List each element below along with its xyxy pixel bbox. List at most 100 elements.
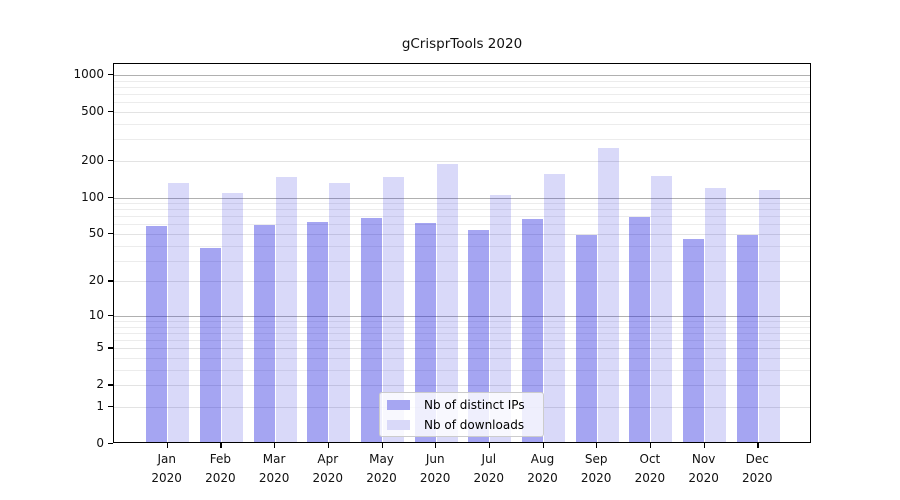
- x-axis-tick: [166, 443, 168, 448]
- bar-distinct-ips-jan: [146, 226, 168, 442]
- gridline: [114, 80, 810, 82]
- y-tick-label: 100: [81, 189, 104, 204]
- x-axis-tick: [435, 443, 437, 448]
- x-tick-label: Aug 2020: [527, 452, 558, 485]
- y-axis-tick: [108, 233, 113, 235]
- x-tick-label: Oct 2020: [634, 452, 666, 485]
- bar-distinct-ips-apr: [307, 222, 329, 442]
- gridline: [114, 86, 810, 88]
- legend-swatch-downloads: [387, 419, 410, 430]
- legend-label-downloads: Nb of downloads: [424, 417, 525, 432]
- y-axis-tick: [108, 280, 113, 282]
- x-tick-label: Nov 2020: [688, 452, 719, 485]
- bar-downloads-jun: [436, 164, 458, 442]
- bar-downloads-aug: [544, 173, 565, 442]
- x-axis-tick: [596, 443, 598, 448]
- chart-title: gCrisprTools 2020: [401, 36, 523, 52]
- gridline: [114, 102, 810, 104]
- gridline: [114, 281, 810, 283]
- bar-distinct-ips-dec: [736, 235, 758, 442]
- y-tick-label: 50: [88, 226, 104, 240]
- gridline: [114, 358, 810, 359]
- y-tick-label: 500: [81, 104, 104, 118]
- y-tick-label: 20: [88, 273, 104, 288]
- legend-swatch-distinct-ips: [387, 399, 410, 410]
- gridline: [114, 260, 810, 262]
- gridline: [114, 224, 810, 226]
- gridline: [114, 348, 810, 350]
- legend-entry-distinct-ips: Nb of distinct IPs: [387, 395, 543, 415]
- legend-entry-downloads: Nb of downloads: [387, 415, 543, 435]
- y-tick-label: 2: [96, 377, 104, 392]
- y-axis-tick: [108, 347, 113, 349]
- x-tick-label: Apr 2020: [312, 452, 344, 485]
- legend: Nb of distinct IPs Nb of downloads: [379, 392, 544, 437]
- gridline: [114, 197, 810, 199]
- bar-distinct-ips-jun: [414, 223, 436, 442]
- x-axis-tick: [274, 443, 276, 448]
- gridline: [114, 123, 810, 125]
- gridline: [114, 112, 810, 113]
- y-axis-tick: [108, 406, 113, 408]
- y-axis-tick: [108, 314, 113, 317]
- y-tick-label: 200: [81, 152, 104, 167]
- bar-downloads-feb: [221, 193, 243, 442]
- x-tick-label: Jul 2020: [473, 452, 505, 485]
- bar-downloads-jan: [168, 183, 190, 442]
- gridline: [114, 326, 810, 328]
- bar-downloads-jul: [490, 194, 512, 442]
- gridline: [114, 75, 810, 76]
- x-axis-tick: [488, 443, 491, 448]
- bar-distinct-ips-sep: [575, 235, 597, 442]
- bar-downloads-may: [383, 176, 404, 442]
- bar-distinct-ips-jul: [468, 229, 490, 442]
- gridline: [114, 216, 810, 218]
- gridline: [114, 315, 810, 317]
- y-tick-label: 1: [96, 399, 104, 413]
- y-tick-label: 1000: [73, 67, 104, 81]
- y-axis-tick: [108, 196, 113, 198]
- x-axis-tick: [703, 443, 705, 448]
- gridline: [114, 209, 810, 211]
- x-axis-tick: [220, 443, 222, 448]
- gridline: [114, 321, 810, 322]
- x-tick-label: Jun 2020: [419, 452, 451, 485]
- bar-distinct-ips-aug: [522, 219, 543, 442]
- bar-downloads-apr: [329, 182, 351, 442]
- x-tick-label: Sep 2020: [580, 452, 612, 485]
- bar-distinct-ips-feb: [199, 247, 221, 442]
- bar-downloads-oct: [651, 176, 673, 442]
- x-tick-label: Jan 2020: [151, 452, 182, 485]
- gridline: [114, 332, 810, 334]
- gridline: [114, 245, 810, 247]
- y-axis-tick: [108, 443, 113, 445]
- bar-distinct-ips-nov: [683, 238, 705, 442]
- gridline: [114, 139, 810, 141]
- bar-downloads-sep: [597, 148, 619, 442]
- gridline: [114, 340, 810, 342]
- x-axis-tick: [381, 443, 383, 448]
- y-axis-tick: [108, 159, 113, 161]
- gridline: [114, 234, 810, 235]
- x-tick-label: Dec 2020: [742, 452, 773, 485]
- bar-downloads-mar: [275, 177, 297, 442]
- y-tick-label: 5: [96, 340, 104, 355]
- gridline: [114, 203, 810, 205]
- x-axis-tick: [542, 443, 544, 448]
- y-axis-tick: [108, 74, 113, 76]
- legend-label-distinct-ips: Nb of distinct IPs: [424, 397, 525, 412]
- y-axis-tick: [108, 111, 113, 113]
- bar-downloads-dec: [758, 189, 780, 442]
- x-axis-tick: [757, 443, 759, 448]
- x-axis-tick: [327, 443, 330, 448]
- gridline: [114, 370, 810, 371]
- y-tick-label: 10: [88, 307, 104, 322]
- gridline: [114, 160, 810, 162]
- y-tick-label: 0: [96, 436, 104, 450]
- bar-distinct-ips-oct: [629, 217, 651, 442]
- gridline: [114, 385, 810, 387]
- gridline: [114, 94, 810, 95]
- bar-distinct-ips-mar: [253, 225, 275, 442]
- x-tick-label: May 2020: [366, 452, 397, 485]
